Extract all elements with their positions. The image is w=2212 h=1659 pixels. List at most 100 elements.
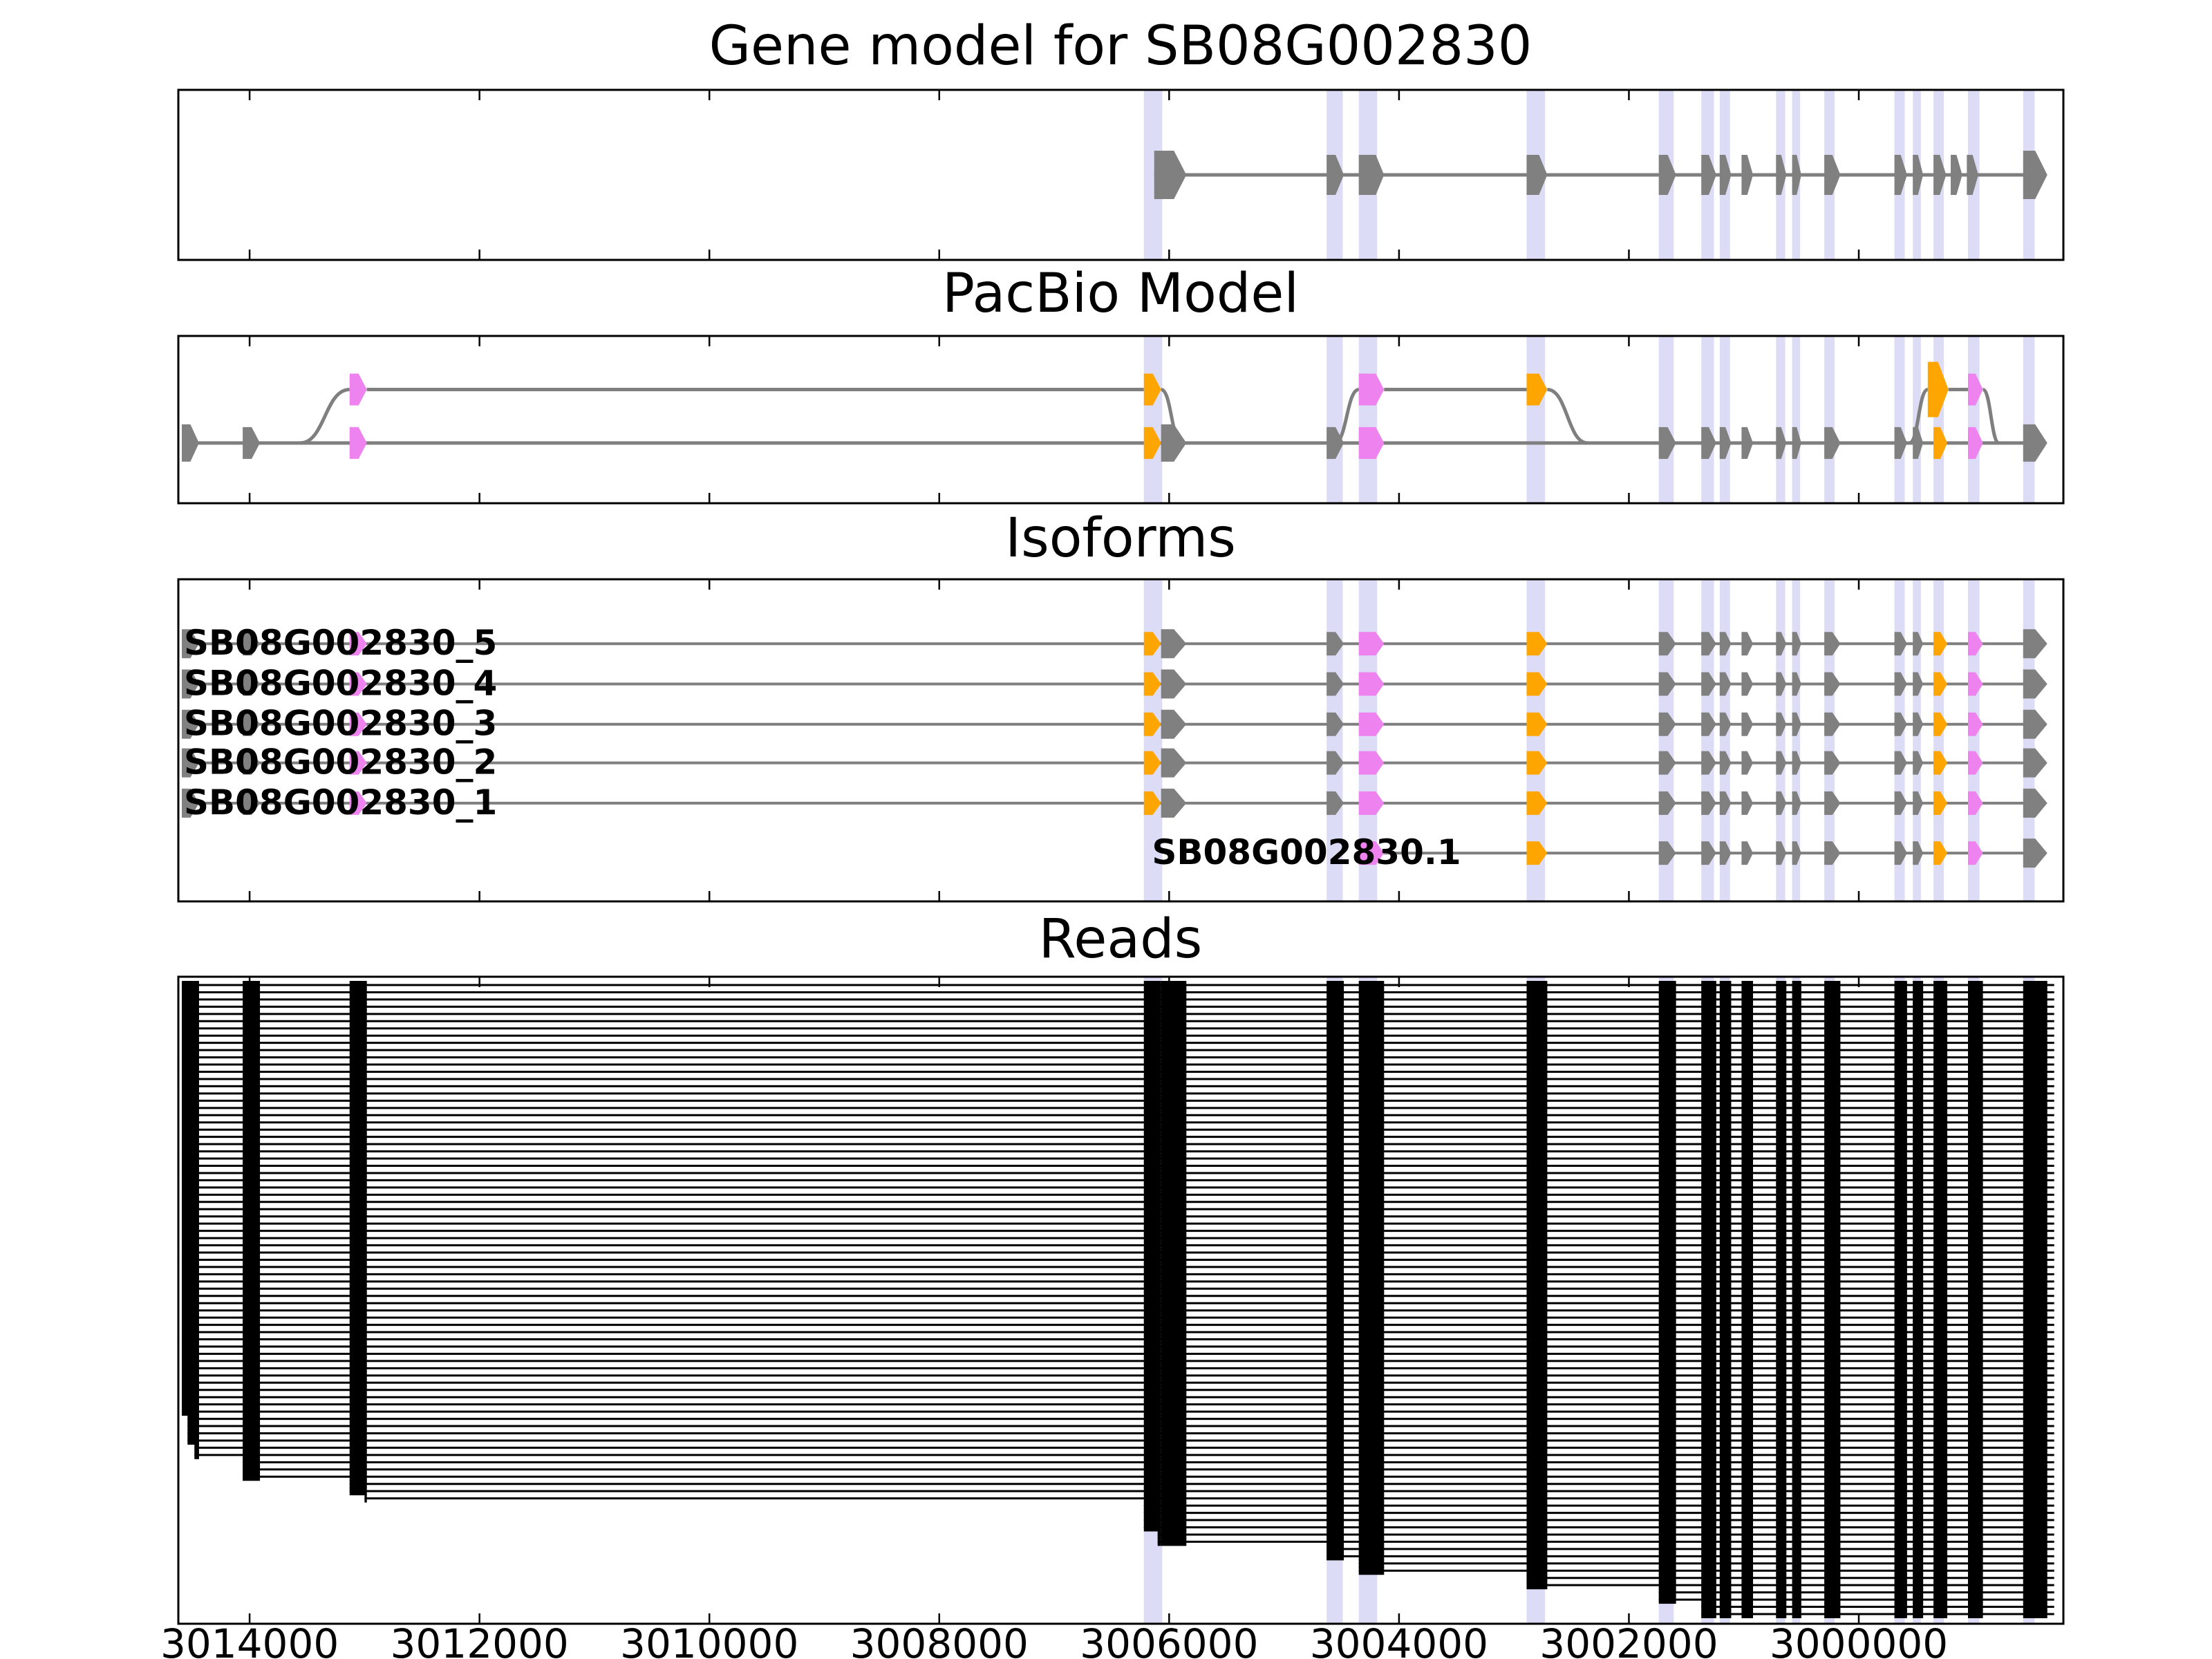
read-exon-mark xyxy=(1719,1494,1732,1503)
exon xyxy=(1327,672,1344,696)
read-exon-mark xyxy=(1327,1544,1344,1553)
read-exon-mark xyxy=(1143,1248,1161,1257)
exon xyxy=(243,751,261,775)
read-exon-mark xyxy=(1967,1031,1983,1040)
read-exon-mark xyxy=(1701,1053,1716,1062)
read-exon-mark xyxy=(1824,1009,1841,1018)
read-exon-mark xyxy=(1913,1132,1924,1141)
read-exon-mark xyxy=(1719,1458,1732,1467)
read-exon-mark xyxy=(1161,1140,1187,1149)
read-exon-mark xyxy=(243,1378,261,1387)
read-exon-mark xyxy=(2023,1328,2047,1337)
exon xyxy=(1824,712,1841,736)
read-exon-mark xyxy=(1792,1610,1801,1618)
highlight-band xyxy=(1824,336,1835,503)
read-exon-mark xyxy=(1658,1313,1676,1322)
read-exon-mark xyxy=(1327,1140,1344,1149)
read-exon-mark xyxy=(243,1450,261,1459)
read-exon-mark xyxy=(1967,1089,1983,1098)
read-exon-mark xyxy=(1894,1038,1907,1047)
read-exon-mark xyxy=(1143,1291,1161,1300)
read-exon-mark xyxy=(1933,1306,1948,1315)
read-exon-mark xyxy=(243,1111,261,1120)
read-exon-mark xyxy=(243,1248,261,1257)
exon xyxy=(1933,672,1948,696)
read-exon-mark xyxy=(1161,1465,1187,1474)
read-exon-mark xyxy=(349,1017,367,1026)
read-exon-mark xyxy=(349,1299,367,1308)
read-exon-mark xyxy=(1933,1335,1948,1344)
exon xyxy=(1913,841,1924,865)
read-exon-mark xyxy=(1161,1125,1187,1134)
read-exon-mark xyxy=(1719,1443,1732,1452)
read-exon-mark xyxy=(1792,1046,1801,1055)
read-exon-mark xyxy=(1933,1125,1948,1134)
read-exon-mark xyxy=(1701,1067,1716,1076)
read-exon-mark xyxy=(2023,1277,2047,1286)
read-exon-mark xyxy=(1967,1335,1983,1344)
read-exon-mark xyxy=(1741,1103,1754,1112)
read-exon-mark xyxy=(1894,1140,1907,1149)
read-exon-mark xyxy=(1658,1501,1676,1510)
read-exon-mark xyxy=(1358,1523,1385,1532)
read-exon-mark xyxy=(1776,1255,1787,1264)
read-exon-mark xyxy=(1161,1313,1187,1322)
read-exon-mark xyxy=(1741,1038,1754,1047)
read-exon-mark xyxy=(1526,1190,1548,1199)
read-exon-mark xyxy=(1741,1219,1754,1228)
read-exon-mark xyxy=(1327,1024,1344,1033)
read-exon-mark xyxy=(1933,1472,1948,1481)
read-exon-mark xyxy=(1894,1364,1907,1373)
read-exon-mark xyxy=(1933,1313,1948,1322)
read-exon-mark xyxy=(181,1017,199,1026)
read-exon-mark xyxy=(1776,1132,1787,1141)
read-exon-mark xyxy=(1967,1422,1983,1431)
read-exon-mark xyxy=(1776,1053,1787,1062)
read-exon-mark xyxy=(181,1082,199,1091)
read-exon-mark xyxy=(1327,1393,1344,1402)
read-exon-mark xyxy=(1967,1313,1983,1322)
read-exon-mark xyxy=(1913,1038,1924,1047)
read-exon-mark xyxy=(1719,1465,1732,1474)
exon xyxy=(1327,751,1344,775)
exon xyxy=(1358,712,1385,736)
read-exon-mark xyxy=(1526,1241,1548,1250)
read-exon-mark xyxy=(243,1422,261,1431)
read-exon-mark xyxy=(1526,1342,1548,1351)
read-exon-mark xyxy=(1933,1328,1948,1337)
read-exon-mark xyxy=(1143,1096,1161,1105)
read-exon-mark xyxy=(1894,1610,1907,1618)
read-exon-mark xyxy=(1719,1378,1732,1387)
read-exon-mark xyxy=(1658,1458,1676,1467)
read-exon-mark xyxy=(1719,1255,1732,1264)
read-exon-mark xyxy=(1967,1226,1983,1235)
read-exon-mark xyxy=(1967,1320,1983,1329)
read-exon-mark xyxy=(1143,1067,1161,1076)
read-exon-mark xyxy=(1792,1595,1801,1604)
read-exon-mark xyxy=(1894,1096,1907,1105)
read-exon-mark xyxy=(1913,1559,1924,1568)
exon xyxy=(1327,632,1344,656)
highlight-band xyxy=(1658,336,1674,503)
read-exon-mark xyxy=(2023,1060,2047,1069)
read-exon-mark xyxy=(1526,1226,1548,1235)
read-exon-mark xyxy=(2023,1414,2047,1423)
read-exon-mark xyxy=(1701,1002,1716,1011)
read-exon-mark xyxy=(1824,1501,1841,1510)
read-exon-mark xyxy=(1358,1111,1385,1120)
read-exon-mark xyxy=(243,1067,261,1076)
exon xyxy=(1143,712,1161,736)
read-exon-mark xyxy=(1327,1031,1344,1040)
read-exon-mark xyxy=(1719,1356,1732,1365)
exon xyxy=(1933,791,1948,815)
read-exon-mark xyxy=(1701,988,1716,997)
read-exon-mark xyxy=(1526,1060,1548,1069)
read-exon-mark xyxy=(349,1168,367,1177)
read-exon-mark xyxy=(1719,1508,1732,1517)
read-exon-mark xyxy=(2023,1154,2047,1163)
read-exon-mark xyxy=(1741,1017,1754,1026)
exon xyxy=(1913,155,1924,195)
read-exon-mark xyxy=(2023,1096,2047,1105)
read-exon-mark xyxy=(194,1443,199,1452)
read-exon-mark xyxy=(1824,1320,1841,1329)
